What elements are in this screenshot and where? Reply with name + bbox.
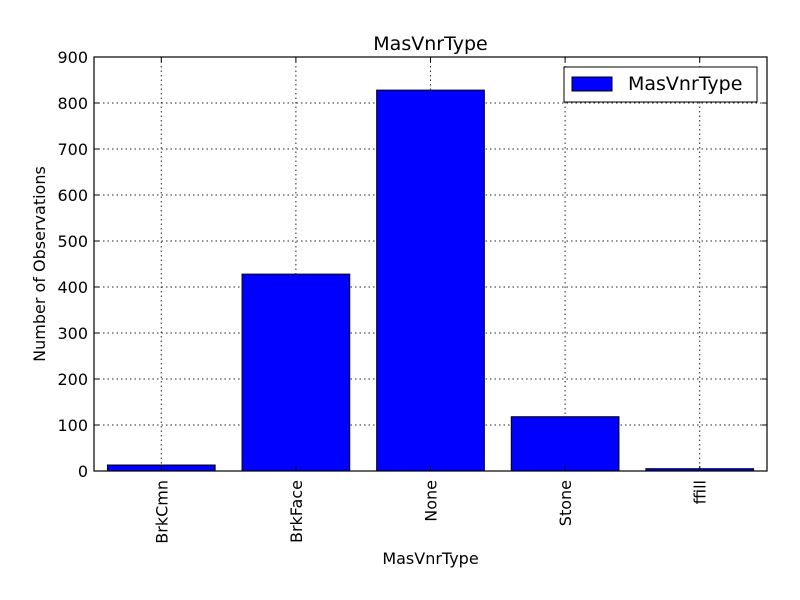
bars xyxy=(106,89,755,472)
x-tick-label-stone: Stone xyxy=(556,480,575,526)
legend-label: MasVnrType xyxy=(628,73,742,95)
x-tick-label-none: None xyxy=(422,480,441,522)
y-tick-label: 300 xyxy=(57,324,88,343)
y-tick-label: 200 xyxy=(57,370,88,389)
bar-stone xyxy=(510,416,620,472)
x-axis-label: MasVnrType xyxy=(382,549,478,568)
y-tick-label: 800 xyxy=(57,94,88,113)
legend-swatch xyxy=(571,76,613,92)
axis-ticks: 0 100 200 300 400 500 600 700 800 900 BrkCmn BrkFac… xyxy=(57,48,767,544)
legend-box xyxy=(563,66,758,103)
chart-title: MasVnrType xyxy=(373,33,487,55)
y-tick-label: 700 xyxy=(57,140,88,159)
x-tick-label-brkcmn: BrkCmn xyxy=(152,480,171,544)
x-tick-label-brkface: BrkFace xyxy=(287,480,306,543)
y-tick-label: 500 xyxy=(57,232,88,251)
y-tick-label: 100 xyxy=(57,416,88,435)
y-axis-label: Number of Observations xyxy=(30,166,49,362)
legend: MasVnrType xyxy=(563,66,758,103)
y-tick-label: 900 xyxy=(57,48,88,67)
bar-brkface xyxy=(241,273,351,472)
y-tick-label: 600 xyxy=(57,186,88,205)
x-tick-label-ffill: ffill xyxy=(691,480,710,504)
bar-none xyxy=(376,89,485,472)
y-tick-label: 0 xyxy=(78,462,88,481)
y-tick-label: 400 xyxy=(57,278,88,297)
